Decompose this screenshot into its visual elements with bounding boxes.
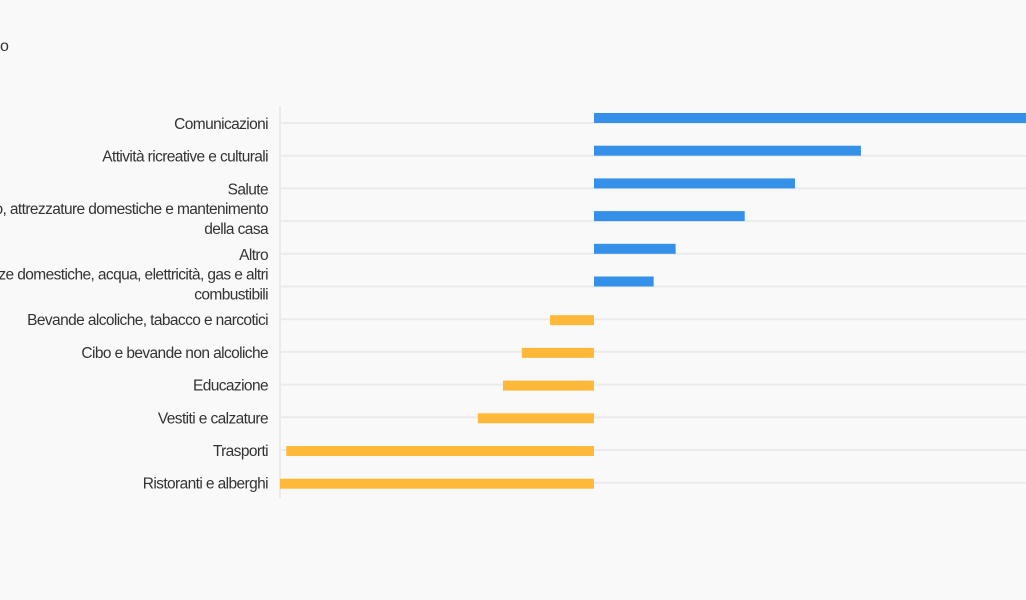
bar xyxy=(521,347,594,358)
bar xyxy=(286,446,594,456)
category-label: Arredamento, attrezzature domestiche e m… xyxy=(0,201,268,218)
category-label: Abitazione, utenze domestiche, acqua, el… xyxy=(0,267,268,284)
bar xyxy=(502,380,594,391)
category-label: Bevande alcoliche, tabacco e narcotici xyxy=(27,312,268,329)
category-label: Ristoranti e alberghi xyxy=(143,476,268,493)
bar xyxy=(594,211,745,222)
category-label: Cibo e bevande non alcoliche xyxy=(81,345,268,362)
bar xyxy=(594,178,795,189)
category-label: Comunicazioni xyxy=(174,116,268,133)
bar xyxy=(550,315,594,326)
category-label: Attività ricreative e culturali xyxy=(102,149,268,166)
category-label: Altro xyxy=(239,247,268,264)
category-label: combustibili xyxy=(194,287,268,304)
chart-title: o xyxy=(0,38,9,55)
bar xyxy=(280,478,594,489)
category-label: Educazione xyxy=(193,378,268,395)
category-label: Trasporti xyxy=(213,443,268,460)
category-label: Salute xyxy=(228,181,268,198)
category-label: Vestiti e calzature xyxy=(158,410,268,427)
category-label: della casa xyxy=(204,221,269,238)
bar xyxy=(477,413,594,424)
bar xyxy=(594,276,654,287)
bar xyxy=(594,145,861,156)
bar xyxy=(594,243,676,254)
bar xyxy=(594,113,1026,123)
